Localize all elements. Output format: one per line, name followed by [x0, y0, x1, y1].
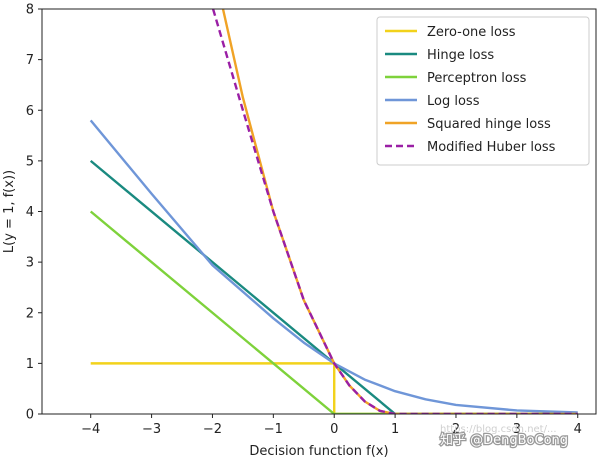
x-tick-label: 0 — [330, 422, 338, 437]
watermark-faint: https://blog.csdn.net/... — [440, 424, 557, 435]
x-tick-label: −4 — [81, 422, 100, 437]
y-tick-label: 4 — [26, 205, 34, 220]
x-tick-label: 2 — [452, 422, 460, 437]
y-axis-label: L(y = 1, f(x)) — [2, 170, 17, 253]
y-tick-label: 7 — [26, 53, 34, 68]
x-axis-label: Decision function f(x) — [249, 444, 388, 459]
y-tick-label: 1 — [26, 357, 34, 372]
x-tick-label: 3 — [513, 422, 521, 437]
series-line-perceptron-loss — [89, 210, 578, 414]
watermark: 知乎 @DengBoCong — [440, 432, 568, 448]
x-tick-label: 1 — [391, 422, 399, 437]
series-line-log-loss — [89, 119, 578, 414]
y-tick-label: 3 — [26, 256, 34, 271]
series-line-hinge-loss — [89, 159, 578, 414]
x-tick-label: −3 — [142, 422, 161, 437]
x-tick-label: −1 — [264, 422, 283, 437]
y-tick-label: 5 — [26, 154, 34, 169]
series-line-modified-huber-loss — [211, 9, 578, 414]
y-tick-label: 2 — [26, 306, 34, 321]
legend-box — [376, 16, 590, 166]
legend-label: Zero-one loss — [427, 25, 516, 40]
legend-label: Log loss — [427, 94, 480, 109]
legend: Zero-one loss Hinge loss Perceptron loss Lo… — [376, 16, 590, 166]
legend-label: Squared hinge loss — [427, 117, 551, 132]
x-tick-label: 4 — [574, 422, 582, 437]
y-tick-label: 0 — [26, 408, 34, 423]
legend-label: Perceptron loss — [427, 71, 527, 86]
y-tick-label: 6 — [26, 104, 34, 119]
legend-label: Modified Huber loss — [427, 140, 556, 155]
x-tick-label: −2 — [203, 422, 222, 437]
legend-label: Hinge loss — [427, 48, 494, 63]
series-line-zero-one-loss — [90, 362, 578, 414]
y-tick-label: 8 — [26, 3, 34, 18]
